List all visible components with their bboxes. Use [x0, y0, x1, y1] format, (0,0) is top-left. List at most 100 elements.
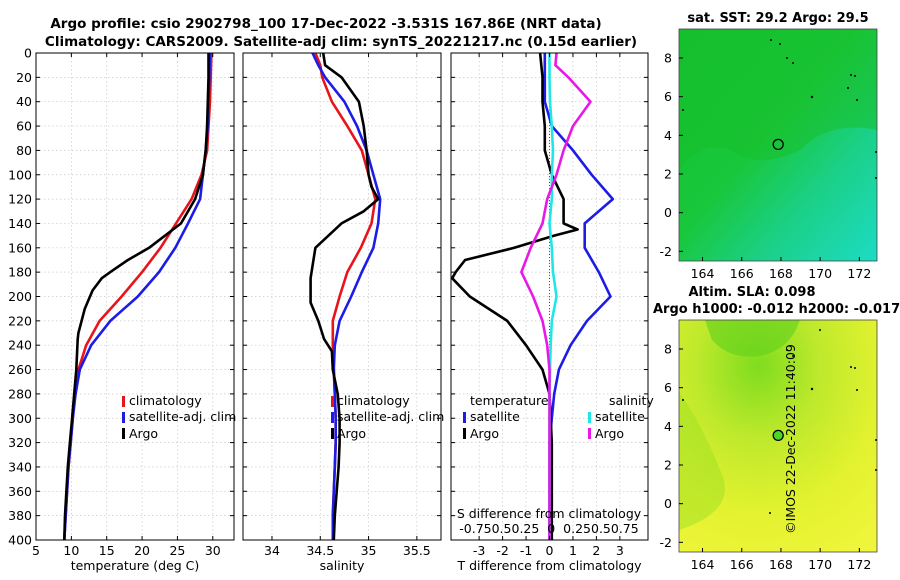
- map-x-tick-label: 172: [847, 266, 871, 281]
- y-tick-label: 360: [8, 484, 32, 499]
- sla-low-patch: [705, 320, 800, 357]
- x-tick-label: -1: [520, 543, 532, 558]
- map-x-tick-label: 170: [808, 557, 832, 572]
- temperature-legend: climatology satellite-adj. clim Argo: [122, 393, 236, 441]
- x-tick-label: -3: [473, 543, 485, 558]
- legend-swatch-s-satellite: [588, 412, 591, 423]
- map-y-tick-label: 4: [664, 419, 672, 434]
- legend-title-temperature: temperature: [470, 393, 549, 408]
- series-line-t-argo: [450, 52, 579, 540]
- y-tick-label: 340: [8, 459, 32, 474]
- y-tick-label: 380: [8, 508, 32, 523]
- x-tick-label: 10: [63, 543, 79, 558]
- y-tick-label: 160: [8, 240, 32, 255]
- salinity-legend: climatology satellite-adj. clim Argo: [331, 393, 444, 441]
- y-tick-label: 100: [8, 167, 32, 182]
- map-x-tick-label: 164: [691, 557, 715, 572]
- map-y-tick-label: 0: [664, 496, 672, 511]
- legend-label-satellite: satellite-adj. clim: [129, 409, 236, 424]
- x-tick-label: 20: [134, 543, 150, 558]
- map-x-tick-label: 166: [730, 557, 754, 572]
- x-tick-label: 25: [169, 543, 185, 558]
- y-tick-label: 140: [8, 216, 32, 231]
- x-tick-label: 2: [592, 543, 600, 558]
- x-tick-label: 34.5: [306, 543, 334, 558]
- map-y-tick-label: 8: [664, 51, 672, 66]
- series-line-argo: [63, 53, 210, 541]
- map-x-tick-label: 168: [769, 266, 793, 281]
- map-y-tick-label: 6: [664, 380, 672, 395]
- y-tick-label: 300: [8, 411, 32, 426]
- x-tick-label: 35.5: [403, 543, 431, 558]
- map-x-tick-label: 164: [691, 266, 715, 281]
- map-y-tick-label: 0: [664, 205, 672, 220]
- map-y-tick-label: 8: [664, 342, 672, 357]
- sla-map-title: Altim. SLA: 0.098: [689, 285, 816, 300]
- y-tick-label: 40: [16, 94, 32, 109]
- series-line-s-argo: [520, 52, 592, 540]
- legend-label-s-argo: Argo: [595, 426, 624, 441]
- legend-swatch-t-argo: [463, 428, 466, 439]
- map-x-tick-label: 170: [808, 266, 832, 281]
- legend-swatch-t-satellite: [463, 412, 466, 423]
- series-line-satellite-adj-clim: [311, 52, 382, 540]
- sst-map-frame: [678, 28, 878, 262]
- legend-label-t-satellite: satellite: [470, 409, 520, 424]
- y-tick-label: 60: [16, 119, 32, 134]
- legend-swatch-satellite: [122, 412, 125, 423]
- legend-label-argo: Argo: [337, 426, 366, 441]
- legend-swatch-climatology: [331, 396, 334, 407]
- y-tick-label: 80: [16, 143, 32, 158]
- x-tick-label: 3: [616, 543, 624, 558]
- figure-title-line2: Climatology: CARS2009. Satellite-adj cli…: [45, 34, 637, 50]
- x-tick-label: 1: [569, 543, 577, 558]
- map-y-tick-label: -2: [660, 244, 672, 259]
- legend-swatch-satellite: [331, 412, 334, 423]
- difference-legend: temperature salinity satellite Argo sate…: [463, 393, 654, 441]
- y-tick-label: 180: [8, 265, 32, 280]
- figure-title-line1: Argo profile: csio 2902798_100 17-Dec-20…: [50, 16, 601, 32]
- map-x-tick-label: 172: [847, 557, 871, 572]
- legend-label-climatology: climatology: [337, 393, 410, 408]
- map-y-tick-label: 2: [664, 167, 672, 182]
- map-y-tick-label: 4: [664, 128, 672, 143]
- y-tick-label: 120: [8, 192, 32, 207]
- argo-location-marker: [772, 429, 784, 442]
- legend-swatch-s-argo: [588, 428, 591, 439]
- series-line-argo: [309, 52, 380, 541]
- y-tick-label: 0: [24, 46, 32, 61]
- legend-swatch-argo: [122, 428, 125, 439]
- sla-low-patch-2: [679, 392, 725, 530]
- x-tick-label: -2: [496, 543, 508, 558]
- x-axis-label: temperature (deg C): [71, 558, 200, 573]
- sla-map-subtitle: Argo h1000: -0.012 h2000: -0.017: [653, 302, 900, 317]
- legend-swatch-climatology: [122, 396, 125, 407]
- legend-label-satellite: satellite-adj. clim: [337, 409, 444, 424]
- legend-label-climatology: climatology: [129, 393, 202, 408]
- sla-map: 164 166 168 170 172 -2 0 2 4 6 8: [660, 319, 878, 572]
- legend-label-s-satellite: satellite: [595, 409, 645, 424]
- y-tick-label: 280: [8, 386, 32, 401]
- x-axis-label: salinity: [320, 558, 365, 573]
- map-y-tick-label: 2: [664, 458, 672, 473]
- map-y-tick-label: -2: [660, 535, 672, 550]
- x-tick-label: 15: [99, 543, 115, 558]
- imos-watermark: ©IMOS 22-Dec-2022 11:40:09: [783, 344, 798, 534]
- x-tick-label: 35: [361, 543, 377, 558]
- sst-map: 164 166 168 170 172 -2 0 2 4 6 8: [660, 28, 878, 282]
- sst-map-axes: 164 166 168 170 172 -2 0 2 4 6 8: [660, 51, 872, 282]
- sst-map-title: sat. SST: 29.2 Argo: 29.5: [687, 11, 868, 26]
- sla-map-frame: [678, 319, 878, 553]
- difference-panel: -3 -2 -1 0 1 2 3T difference from climatology: [450, 52, 649, 573]
- map-y-tick-label: 6: [664, 89, 672, 104]
- legend-label-t-argo: Argo: [470, 426, 499, 441]
- y-tick-label: 20: [16, 70, 32, 85]
- y-tick-label: 220: [8, 313, 32, 328]
- x-axis-label: T difference from climatology: [456, 558, 642, 573]
- salinity-diff-axis-label: S difference from climatology: [457, 506, 642, 521]
- salinity-diff-tick-labels: -0.750.50.25 0 0.250.50.75: [459, 521, 638, 536]
- island-dots: [682, 329, 877, 514]
- island-dots: [682, 39, 877, 179]
- y-tick-label: 240: [8, 338, 32, 353]
